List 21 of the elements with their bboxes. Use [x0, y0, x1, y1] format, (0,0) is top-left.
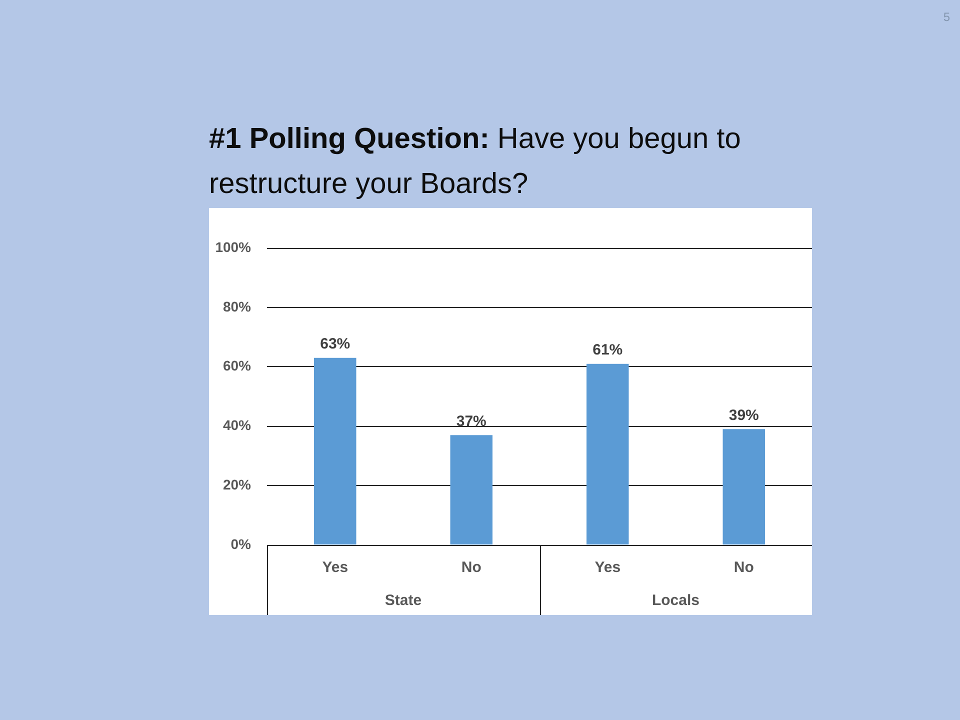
x-tick-label: Yes	[322, 559, 348, 576]
data-label: 39%	[728, 406, 759, 424]
data-label: 63%	[320, 336, 350, 353]
data-label: 61%	[592, 341, 623, 358]
x-tick-label: No	[461, 559, 482, 576]
y-tick-label: 40%	[222, 417, 252, 434]
y-tick-label: 0%	[230, 536, 252, 552]
text: Locals	[652, 592, 700, 610]
y-tick-label: 20%	[222, 476, 252, 492]
x-tick-label: No	[734, 559, 754, 576]
chart-title: #1 Polling Question: Have you begun to restructure your Boards?	[209, 122, 742, 202]
y-tick-label: 80%	[222, 298, 252, 314]
bar	[314, 358, 356, 544]
text: State	[384, 592, 422, 610]
bar	[450, 435, 492, 544]
y-tick-label: 100%	[215, 238, 252, 255]
bar	[722, 429, 765, 544]
bar	[586, 364, 629, 544]
x-tick-label: Yes	[594, 559, 621, 576]
y-tick-label: 60%	[222, 358, 252, 374]
data-label: 37%	[456, 412, 486, 430]
